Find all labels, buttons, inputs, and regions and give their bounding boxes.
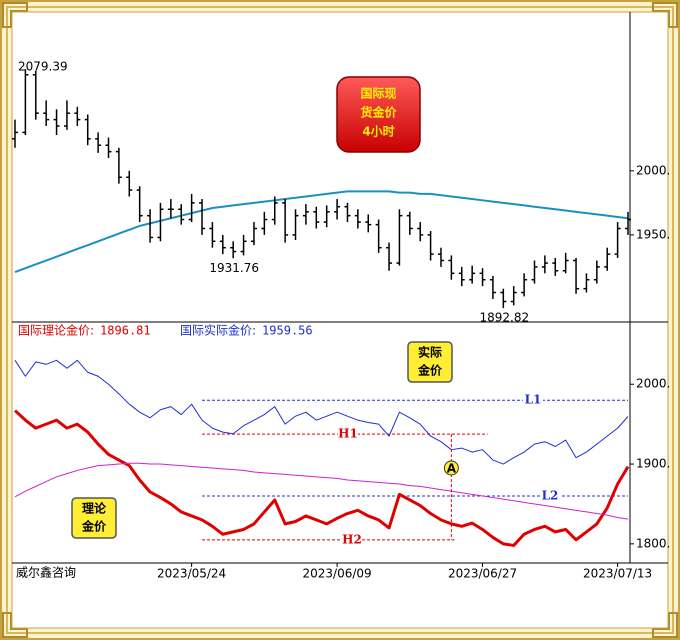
y-tick-label: 1950. [636, 227, 670, 241]
reference-label-bg [342, 532, 362, 547]
x-tick-label: 2023/05/24 [157, 567, 226, 581]
series-line [13, 409, 630, 547]
marker-label: A [447, 462, 457, 476]
badge-text: 金价 [81, 519, 107, 534]
badge-text: 实际 [418, 345, 442, 360]
value-label: 1931.76 [209, 261, 259, 275]
reference-label: H1 [338, 427, 358, 441]
legend-name: 国际理论金价: [18, 323, 94, 338]
reference-label-bg [338, 427, 358, 442]
y-tick-label: 2000. [636, 377, 670, 391]
source-label: 威尔鑫咨询 [16, 565, 76, 580]
chart-title: 4小时 [362, 124, 394, 139]
value-label: 1892.82 [480, 311, 530, 325]
legend-value: 1959.56 [262, 324, 313, 338]
badge-text: 理论 [82, 501, 107, 516]
frame-inner [6, 6, 674, 634]
y-tick-label: 1900. [636, 457, 670, 471]
reference-label: L2 [542, 488, 559, 502]
y-tick-label: 2000. [636, 163, 670, 177]
reference-label: H2 [342, 532, 362, 546]
series-line [14, 359, 629, 465]
x-tick-label: 2023/06/09 [302, 567, 371, 581]
reference-label: L1 [525, 393, 542, 407]
title-box [336, 76, 421, 153]
legend-value: 1896.81 [100, 324, 151, 338]
series-line [14, 462, 629, 520]
value-label: 2079.39 [18, 60, 68, 74]
marker-circle [443, 460, 459, 476]
reference-label-bg [523, 393, 543, 408]
badge-text: 金价 [417, 363, 443, 378]
chart-title: 货金价 [360, 105, 397, 120]
x-tick-label: 2023/06/27 [448, 567, 517, 581]
badge-box [407, 341, 453, 383]
moving-average-line [14, 190, 629, 273]
badge-box [71, 497, 117, 539]
legend-name: 国际实际金价: [180, 323, 256, 338]
reference-label-bg [540, 488, 560, 503]
y-tick-label: 1800. [636, 536, 670, 550]
chart-title: 国际现 [360, 87, 396, 101]
x-tick-label: 2023/07/13 [583, 567, 652, 581]
